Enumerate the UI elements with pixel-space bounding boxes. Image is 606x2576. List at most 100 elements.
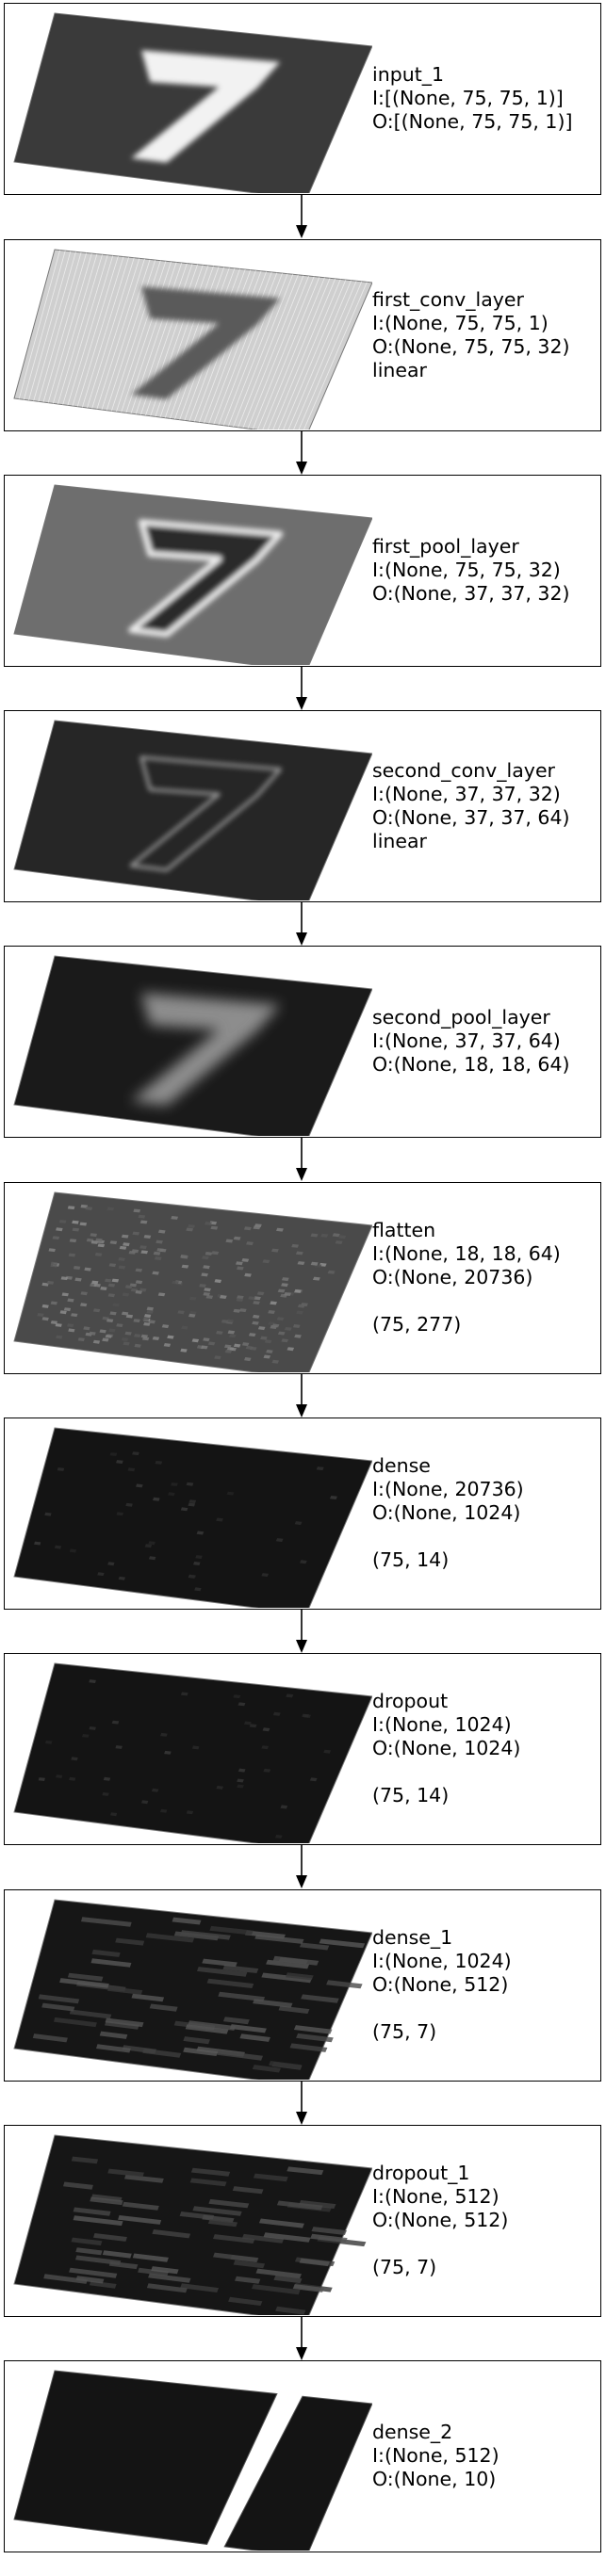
slab-small bbox=[223, 2395, 372, 2551]
layer-info-line: (75, 14) bbox=[372, 1548, 450, 1571]
digit-seven-shape bbox=[131, 286, 281, 399]
layer-info-line: I:(None, 512) bbox=[372, 2185, 500, 2208]
layer-visual bbox=[13, 484, 372, 665]
layer-visual bbox=[13, 2134, 372, 2315]
layer-description: dense_1 I:(None, 1024) O:(None, 512) (75, 7… bbox=[372, 1890, 598, 2080]
layer-info-line: O:(None, 512) bbox=[372, 2209, 509, 2231]
activation-slab bbox=[13, 720, 372, 900]
digit-seven-shape bbox=[129, 755, 282, 872]
down-arrow-icon bbox=[296, 2317, 307, 2360]
activation-slab bbox=[13, 1662, 372, 1843]
layer-info-line: I:(None, 20736) bbox=[372, 1478, 524, 1500]
layer-description: dropout_1 I:(None, 512) O:(None, 512) (75, … bbox=[372, 2126, 598, 2315]
layer-name: dropout bbox=[372, 1690, 449, 1712]
layer-box-second-conv-layer: second_conv_layer I:(None, 37, 37, 32) O:(… bbox=[4, 710, 601, 902]
down-arrow-icon bbox=[296, 431, 307, 475]
layer-info-line: O:(None, 20736) bbox=[372, 1266, 533, 1288]
layer-info-line: O:[(None, 75, 75, 1)] bbox=[372, 110, 573, 133]
activation-slab bbox=[13, 1191, 372, 1372]
layer-box-dropout-1: dropout_1 I:(None, 512) O:(None, 512) (75, … bbox=[4, 2125, 601, 2317]
activation-slab bbox=[13, 484, 372, 665]
layer-description: dropout I:(None, 1024) O:(None, 1024) (75, … bbox=[372, 1654, 598, 1843]
layer-name: first_pool_layer bbox=[372, 535, 519, 558]
layer-name: dense bbox=[372, 1454, 431, 1477]
down-arrow-icon bbox=[296, 1610, 307, 1653]
layer-description: first_pool_layer I:(None, 75, 75, 32) O:(N… bbox=[372, 476, 598, 665]
layer-description: second_pool_layer I:(None, 37, 37, 64) O:(… bbox=[372, 947, 598, 1136]
layer-box-dense-2: dense_2 I:(None, 512) O:(None, 10) bbox=[4, 2360, 601, 2552]
layer-info-line bbox=[372, 2232, 598, 2256]
layer-box-dense-1: dense_1 I:(None, 1024) O:(None, 512) (75, 7… bbox=[4, 1889, 601, 2082]
layer-box-second-pool-layer: second_pool_layer I:(None, 37, 37, 64) O:(… bbox=[4, 946, 601, 1138]
layer-visual bbox=[13, 1427, 372, 1608]
layer-visual bbox=[13, 249, 372, 429]
layer-description: flatten I:(None, 18, 18, 64) O:(None, 2073… bbox=[372, 1183, 598, 1372]
layer-box-first-pool-layer: first_pool_layer I:(None, 75, 75, 32) O:(N… bbox=[4, 475, 601, 667]
activation-slab bbox=[13, 12, 372, 193]
layer-visual bbox=[13, 12, 372, 193]
layer-info-line bbox=[372, 1289, 598, 1313]
layer-name: input_1 bbox=[372, 63, 445, 86]
layer-visual bbox=[13, 1899, 372, 2080]
layer-info-line bbox=[372, 1997, 598, 2020]
layer-info-line: I:(None, 512) bbox=[372, 2444, 500, 2467]
layer-description: dense I:(None, 20736) O:(None, 1024) (75, 1… bbox=[372, 1418, 598, 1608]
layer-info-line: O:(None, 512) bbox=[372, 1973, 509, 1996]
layer-box-first-conv-layer: first_conv_layer I:(None, 75, 75, 1) O:(No… bbox=[4, 239, 601, 431]
layer-info-line: I:(None, 1024) bbox=[372, 1713, 512, 1736]
layer-name: second_conv_layer bbox=[372, 758, 555, 782]
layer-visual bbox=[13, 2370, 372, 2551]
layer-box-dense: dense I:(None, 20736) O:(None, 1024) (75, 1… bbox=[4, 1418, 601, 1610]
down-arrow-icon bbox=[296, 1845, 307, 1888]
layer-info-line: O:(None, 37, 37, 64) bbox=[372, 805, 570, 829]
layer-info-line: I:(None, 75, 75, 32) bbox=[372, 559, 561, 581]
layer-description: second_conv_layer I:(None, 37, 37, 32) O:(… bbox=[372, 711, 598, 900]
layer-name: first_conv_layer bbox=[372, 287, 524, 311]
layer-info-line: O:(None, 10) bbox=[372, 2468, 497, 2490]
layer-name: second_pool_layer bbox=[372, 1006, 550, 1029]
layer-visual bbox=[13, 1662, 372, 1843]
layer-visual bbox=[13, 1191, 372, 1372]
layer-info-line bbox=[372, 1525, 598, 1548]
layer-info-line: I:(None, 1024) bbox=[372, 1950, 512, 1972]
layer-description: dense_2 I:(None, 512) O:(None, 10) bbox=[372, 2361, 598, 2551]
down-arrow-icon bbox=[296, 1374, 307, 1418]
layer-box-input-1: input_1 I:[(None, 75, 75, 1)] O:[(None, 75… bbox=[4, 3, 601, 195]
layer-info-line: linear bbox=[372, 358, 427, 381]
layer-description: first_conv_layer I:(None, 75, 75, 1) O:(No… bbox=[372, 240, 598, 429]
layer-info-line: O:(None, 37, 37, 32) bbox=[372, 582, 570, 605]
layer-name: dense_1 bbox=[372, 1926, 453, 1949]
layer-info-line: (75, 277) bbox=[372, 1313, 462, 1336]
layer-visual bbox=[13, 720, 372, 900]
layer-info-line: I:[(None, 75, 75, 1)] bbox=[372, 87, 564, 109]
layer-info-line: O:(None, 75, 75, 32) bbox=[372, 334, 570, 358]
layer-visual bbox=[13, 955, 372, 1136]
layer-box-flatten: flatten I:(None, 18, 18, 64) O:(None, 2073… bbox=[4, 1182, 601, 1374]
down-arrow-icon bbox=[296, 1138, 307, 1181]
activation-slab bbox=[13, 955, 372, 1136]
layer-info-line: O:(None, 1024) bbox=[372, 1737, 521, 1759]
layer-info-line: I:(None, 75, 75, 1) bbox=[372, 311, 549, 334]
layer-name: dense_2 bbox=[372, 2421, 453, 2443]
down-arrow-icon bbox=[296, 667, 307, 710]
slab-large bbox=[13, 2370, 278, 2545]
layer-box-dropout: dropout I:(None, 1024) O:(None, 1024) (75, … bbox=[4, 1653, 601, 1845]
down-arrow-icon bbox=[296, 195, 307, 238]
digit-seven-shape bbox=[128, 519, 284, 638]
digit-seven-shape bbox=[131, 993, 281, 1106]
layer-info-line: I:(None, 37, 37, 32) bbox=[372, 782, 561, 805]
layer-name: flatten bbox=[372, 1219, 436, 1241]
layer-info-line bbox=[372, 1760, 598, 1784]
layer-info-line: O:(None, 18, 18, 64) bbox=[372, 1053, 570, 1076]
layer-info-line: linear bbox=[372, 829, 427, 852]
down-arrow-icon bbox=[296, 2082, 307, 2125]
activation-slab bbox=[13, 1427, 372, 1608]
layer-info-line: (75, 7) bbox=[372, 2256, 437, 2278]
layer-info-line: I:(None, 37, 37, 64) bbox=[372, 1029, 561, 1052]
down-arrow-icon bbox=[296, 902, 307, 946]
digit-seven-shape bbox=[131, 50, 281, 163]
layer-description: input_1 I:[(None, 75, 75, 1)] O:[(None, 75… bbox=[372, 4, 598, 193]
layer-info-line: (75, 7) bbox=[372, 2020, 437, 2043]
layer-info-line: I:(None, 18, 18, 64) bbox=[372, 1242, 561, 1265]
layer-info-line: O:(None, 1024) bbox=[372, 1501, 521, 1524]
